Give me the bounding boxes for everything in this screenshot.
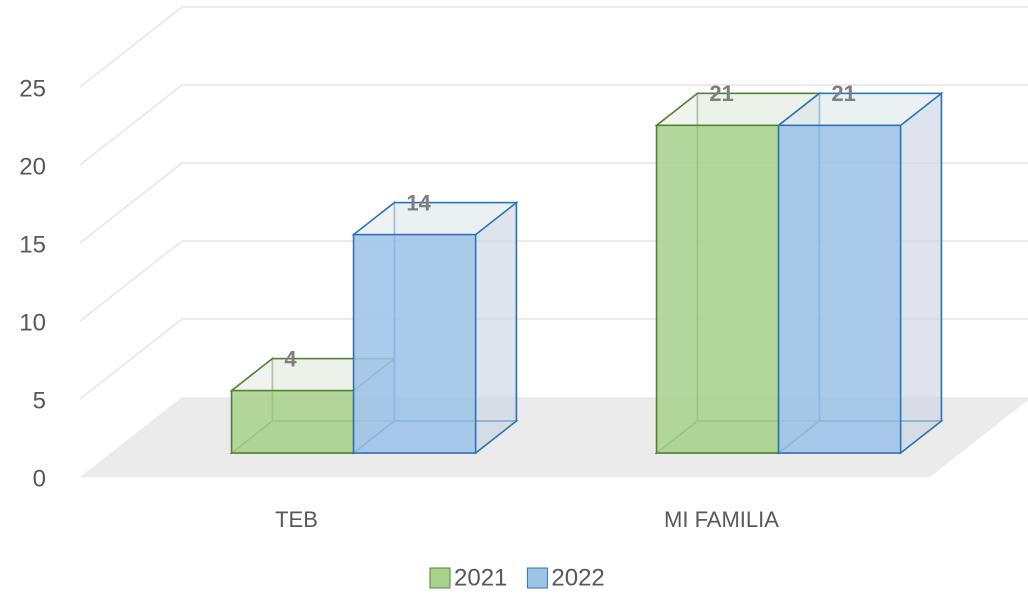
grid-line bbox=[79, 6, 1028, 88]
x-tick-label: MI FAMILIA bbox=[664, 507, 779, 532]
y-tick-label: 5 bbox=[33, 387, 46, 414]
y-tick-label: 10 bbox=[19, 309, 46, 336]
y-tick-label: 0 bbox=[33, 465, 46, 492]
y-tick-label: 15 bbox=[19, 231, 46, 258]
grid-line bbox=[79, 84, 1028, 166]
y-tick-label: 20 bbox=[19, 153, 46, 180]
bar-front bbox=[777, 124, 902, 454]
x-tick-label: TEB bbox=[275, 507, 318, 532]
legend-label: 2022 bbox=[551, 564, 604, 591]
legend-swatch bbox=[526, 567, 548, 589]
legend-label: 2021 bbox=[454, 564, 507, 591]
value-label: 4 bbox=[284, 346, 297, 371]
bar-side bbox=[474, 201, 518, 455]
bar bbox=[776, 91, 944, 455]
value-label: 21 bbox=[709, 81, 733, 106]
y-tick-label: 25 bbox=[19, 75, 46, 102]
bar bbox=[351, 201, 519, 455]
value-label: 21 bbox=[831, 81, 855, 106]
bar-front bbox=[230, 389, 355, 454]
value-label: 14 bbox=[406, 190, 431, 215]
legend-swatch bbox=[429, 567, 451, 589]
bar-side bbox=[899, 91, 943, 455]
bar-front bbox=[352, 233, 477, 454]
bar-front bbox=[655, 124, 780, 454]
